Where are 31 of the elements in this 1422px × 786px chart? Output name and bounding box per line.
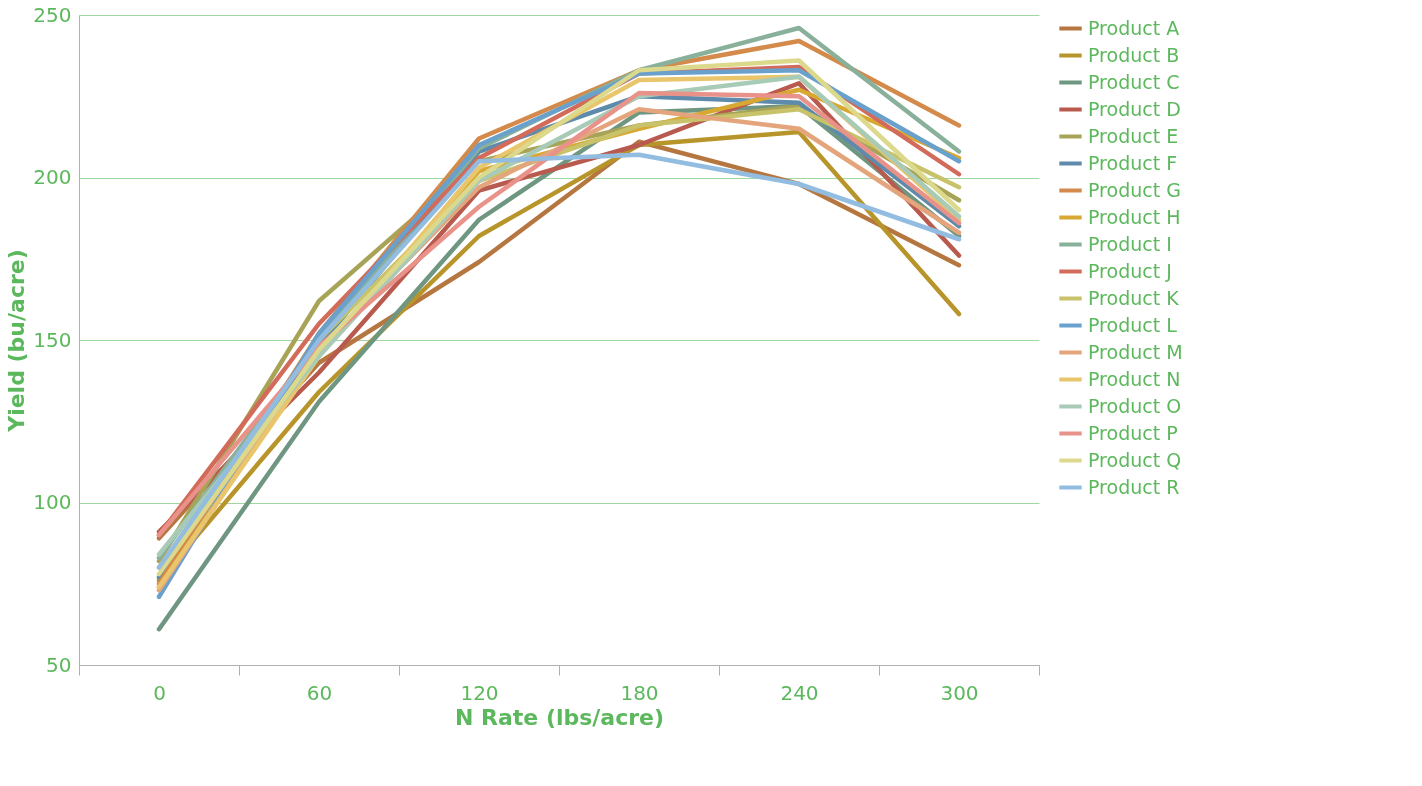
legend-label: Product G — [1088, 178, 1181, 201]
x-axis-title: N Rate (lbs/acre) — [454, 704, 665, 730]
legend-label: Product B — [1088, 43, 1180, 66]
y-tick-label: 150 — [33, 327, 72, 352]
legend-label: Product L — [1088, 313, 1178, 336]
legend-label: Product I — [1088, 232, 1172, 255]
x-tick-label: 60 — [306, 680, 333, 705]
legend-label: Product C — [1088, 70, 1180, 93]
y-tick-label: 100 — [33, 490, 72, 514]
y-tick-label: 50 — [46, 652, 72, 677]
legend-label: Product K — [1088, 286, 1180, 309]
x-tick-label: 180 — [620, 680, 659, 705]
x-tick-label: 240 — [780, 680, 819, 705]
legend-label: Product O — [1088, 394, 1182, 417]
legend-label: Product M — [1088, 340, 1183, 363]
legend-label: Product D — [1088, 97, 1181, 120]
x-tick-label: 300 — [940, 680, 979, 705]
legend-label: Product A — [1088, 16, 1180, 39]
legend-label: Product H — [1088, 205, 1181, 228]
legend-label: Product E — [1088, 124, 1179, 147]
legend-label: Product F — [1088, 151, 1178, 174]
x-tick-label: 0 — [153, 680, 166, 705]
y-tick-label: 250 — [33, 2, 72, 27]
legend-label: Product R — [1088, 475, 1180, 498]
x-tick-label: 120 — [460, 680, 499, 705]
legend-label: Product J — [1088, 259, 1172, 282]
legend-label: Product Q — [1088, 448, 1182, 471]
legend-label: Product P — [1088, 421, 1178, 444]
y-tick-label: 200 — [33, 165, 72, 189]
legend-label: Product N — [1088, 367, 1181, 390]
y-axis-title: Yield (bu/acre) — [4, 249, 30, 433]
